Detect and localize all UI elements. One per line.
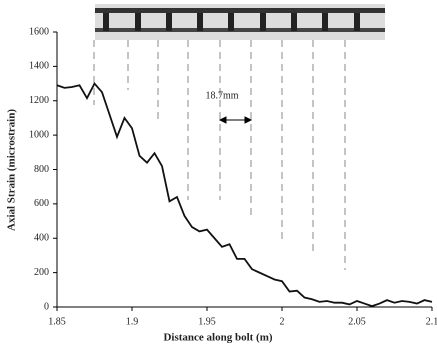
- y-tick-label: 400: [34, 233, 49, 244]
- y-tick-label: 600: [34, 198, 49, 209]
- y-tick-label: 1000: [29, 129, 49, 140]
- bolt-image: [95, 4, 385, 40]
- dimension-arrow: [220, 117, 251, 123]
- rib-lines: [94, 40, 345, 270]
- y-tick-label: 0: [44, 301, 49, 312]
- x-tick-label: 1.9: [126, 316, 139, 327]
- y-tick-label: 200: [34, 267, 49, 278]
- y-tick-label: 1200: [29, 95, 49, 106]
- x-tick-label: 1.95: [198, 316, 216, 327]
- y-tick-label: 800: [34, 164, 49, 175]
- y-tick-label: 1600: [29, 26, 49, 37]
- y-axis-title: Axial Strain (microstrain): [6, 109, 18, 231]
- x-tick-label: 1.85: [48, 316, 66, 327]
- x-tick-label: 2.1: [426, 316, 437, 327]
- y-tick-label: 1400: [29, 61, 49, 72]
- chart: 18.7mm Distance along bolt (m) Axial Str…: [0, 0, 437, 349]
- x-tick-label: 2.05: [348, 316, 366, 327]
- x-axis-title: Distance along bolt (m): [163, 332, 272, 344]
- annotation: 18.7mm: [205, 90, 238, 101]
- x-tick-label: 2: [280, 316, 285, 327]
